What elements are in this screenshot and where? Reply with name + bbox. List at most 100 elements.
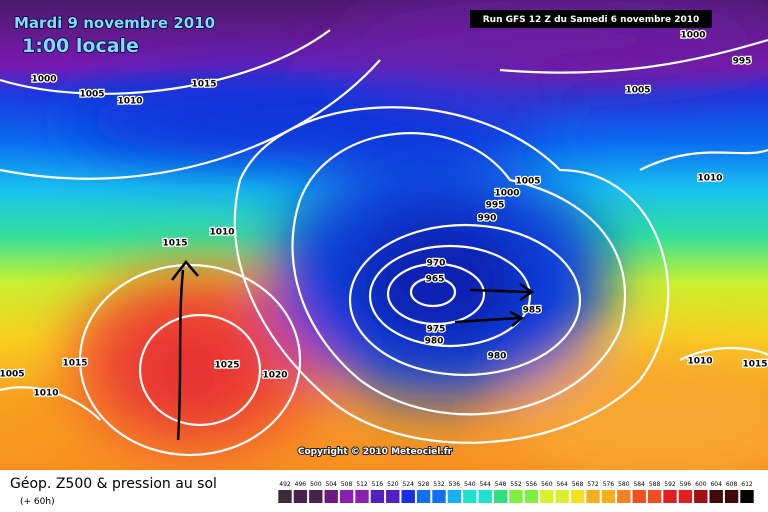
scale-tick: 492 — [279, 481, 291, 488]
isobar-label: 1010 — [687, 357, 712, 367]
scale-swatch — [293, 490, 308, 503]
scale-swatch — [463, 490, 477, 503]
isobar-label: 990 — [478, 214, 497, 224]
color-scale: 492 496 500 504 508 512 516 520 524 528 532 536 540 5… — [278, 481, 754, 503]
scale-swatch — [740, 490, 754, 503]
scale-swatch — [617, 490, 631, 503]
isobar-label: 985 — [523, 306, 542, 316]
isobar-label: 1015 — [742, 360, 767, 370]
scale-swatch — [678, 490, 693, 503]
scale-swatch — [478, 490, 492, 503]
scale-swatch — [355, 490, 369, 503]
scale-swatch — [370, 490, 385, 503]
scale-swatch — [278, 490, 292, 503]
scale-swatch — [524, 490, 539, 503]
copyright: Copyright © 2010 Meteociel.fr — [298, 447, 453, 457]
scale-swatch — [632, 490, 646, 503]
date-title: Mardi 9 novembre 2010 — [14, 14, 215, 32]
scale-tick: 500 — [310, 481, 322, 488]
scale-tick: 524 — [402, 481, 414, 488]
isobar-label: 1010 — [209, 228, 234, 238]
scale-tick: 576 — [603, 481, 615, 488]
scale-tick: 580 — [618, 481, 630, 488]
isobars — [0, 29, 768, 457]
isobar-label: 1020 — [262, 371, 287, 381]
arrows — [171, 260, 535, 441]
scale-tick: 564 — [556, 481, 568, 488]
isobar-label: 980 — [425, 337, 444, 347]
isobar-label: 1010 — [117, 97, 142, 107]
scale-swatch — [309, 490, 323, 503]
isobar-label: 1015 — [191, 80, 216, 90]
scale-tick: 612 — [741, 481, 753, 488]
isobar-label: 965 — [426, 275, 445, 285]
isobar-label: 1010 — [33, 389, 58, 399]
scale-swatch — [586, 490, 600, 503]
scale-tick: 540 — [464, 481, 476, 488]
isobar-label: 1000 — [494, 189, 519, 199]
scale-swatch — [324, 490, 338, 503]
scale-swatch — [416, 490, 431, 503]
scale-swatch — [386, 490, 400, 503]
scale-swatch — [493, 490, 508, 503]
scale-tick: 520 — [387, 481, 399, 488]
scale-tick: 536 — [449, 481, 461, 488]
scale-tick: 528 — [418, 481, 430, 488]
run-text: Run GFS 12 Z du Samedi 6 novembre 2010 — [483, 15, 700, 25]
isobar-label: 1005 — [625, 86, 650, 96]
isobar-label: 1000 — [31, 75, 56, 85]
isobar-label: 1005 — [515, 177, 540, 187]
isobar-label: 1005 — [79, 90, 104, 100]
scale-swatch — [570, 490, 585, 503]
legend-title: Géop. Z500 & pression au sol — [10, 476, 217, 492]
scale-swatch — [401, 490, 415, 503]
scale-tick: 596 — [680, 481, 692, 488]
scale-swatch — [601, 490, 616, 503]
scale-swatch — [694, 490, 708, 503]
scale-tick: 516 — [372, 481, 384, 488]
scale-tick: 496 — [295, 481, 307, 488]
scale-tick: 608 — [726, 481, 738, 488]
legend-lead: (+ 60h) — [20, 497, 55, 507]
isobar-label: 1015 — [62, 359, 87, 369]
scale-tick: 604 — [710, 481, 722, 488]
isobar-label: 1010 — [697, 174, 722, 184]
scale-swatch — [509, 490, 523, 503]
scale-swatch — [339, 490, 354, 503]
scale-swatch — [709, 490, 723, 503]
scale-tick: 588 — [649, 481, 661, 488]
scale-tick: 592 — [664, 481, 676, 488]
scale-tick: 508 — [341, 481, 353, 488]
scale-tick: 568 — [572, 481, 584, 488]
scale-swatch — [432, 490, 446, 503]
isobar-label: 1000 — [680, 31, 705, 41]
scale-swatch — [447, 490, 462, 503]
scale-swatch — [724, 490, 739, 503]
scale-tick: 504 — [325, 481, 337, 488]
scale-tick: 584 — [633, 481, 645, 488]
scale-tick: 532 — [433, 481, 445, 488]
scale-tick: 512 — [356, 481, 368, 488]
scale-swatch — [540, 490, 554, 503]
run-box — [470, 10, 712, 28]
isobar-label: 1015 — [162, 239, 187, 249]
isobar-label: 980 — [488, 352, 507, 362]
isobar-label: 1005 — [0, 370, 25, 380]
scale-tick: 552 — [510, 481, 522, 488]
isobar-label: 995 — [733, 57, 752, 67]
scale-swatch — [555, 490, 569, 503]
scale-tick: 548 — [495, 481, 507, 488]
scale-tick: 572 — [587, 481, 599, 488]
isobar-labels: 1000 1005 1010 1015 1000 995 1005 1005 1010 1000 9… — [0, 29, 768, 400]
isobar-label: 970 — [427, 259, 446, 269]
scale-tick: 556 — [526, 481, 538, 488]
isobar-label: 1025 — [214, 361, 239, 371]
isobar-label: 995 — [486, 201, 505, 211]
scale-swatch — [647, 490, 662, 503]
isobar-label: 975 — [427, 325, 446, 335]
scale-swatch — [663, 490, 677, 503]
scale-tick: 600 — [695, 481, 707, 488]
scale-tick: 560 — [541, 481, 553, 488]
scale-tick: 544 — [479, 481, 491, 488]
